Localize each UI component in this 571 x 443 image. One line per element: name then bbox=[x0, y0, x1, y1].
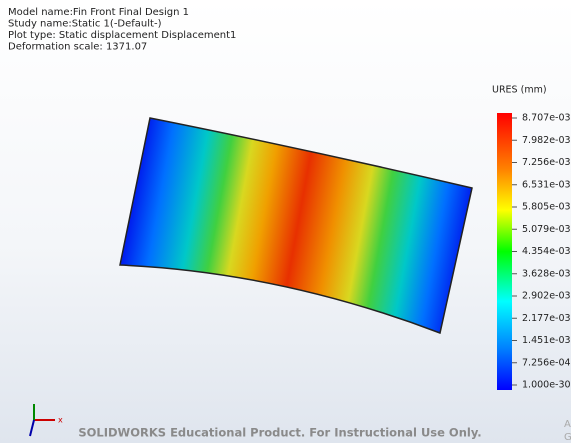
header-line: Deformation scale: 1371.07 bbox=[8, 42, 147, 53]
svg-text:x: x bbox=[58, 416, 63, 425]
legend-label: 7.982e-03 bbox=[522, 135, 571, 146]
watermark: SOLIDWORKS Educational Product. For Inst… bbox=[78, 426, 481, 440]
legend-label: 2.902e-03 bbox=[522, 291, 571, 302]
legend-label: 4.354e-03 bbox=[522, 246, 571, 257]
header-line: Plot type: Static displacement Displacem… bbox=[8, 30, 236, 41]
legend-title: URES (mm) bbox=[492, 85, 547, 96]
legend-label: 1.451e-03 bbox=[522, 335, 571, 346]
graphics-area: Model name:Fin Front Final Design 1Study… bbox=[0, 0, 571, 443]
legend-label: 8.707e-03 bbox=[522, 113, 571, 124]
legend-label: 6.531e-03 bbox=[522, 179, 571, 190]
header-line: Study name:Static 1(-Default-) bbox=[8, 19, 162, 30]
legend-label: 3.628e-03 bbox=[522, 268, 571, 279]
legend-label: 5.805e-03 bbox=[522, 202, 571, 213]
legend-label: 7.256e-04 bbox=[522, 357, 571, 368]
color-bar bbox=[497, 113, 512, 390]
legend-label: 7.256e-03 bbox=[522, 157, 571, 168]
edge-fragment: G bbox=[564, 432, 571, 443]
legend-label: 5.079e-03 bbox=[522, 224, 571, 235]
legend-label: 2.177e-03 bbox=[522, 313, 571, 324]
edge-fragment: A bbox=[564, 419, 571, 430]
legend-label: 1.000e-30 bbox=[522, 380, 571, 391]
viewport: Model name:Fin Front Final Design 1Study… bbox=[0, 0, 571, 443]
header-line: Model name:Fin Front Final Design 1 bbox=[8, 7, 189, 18]
